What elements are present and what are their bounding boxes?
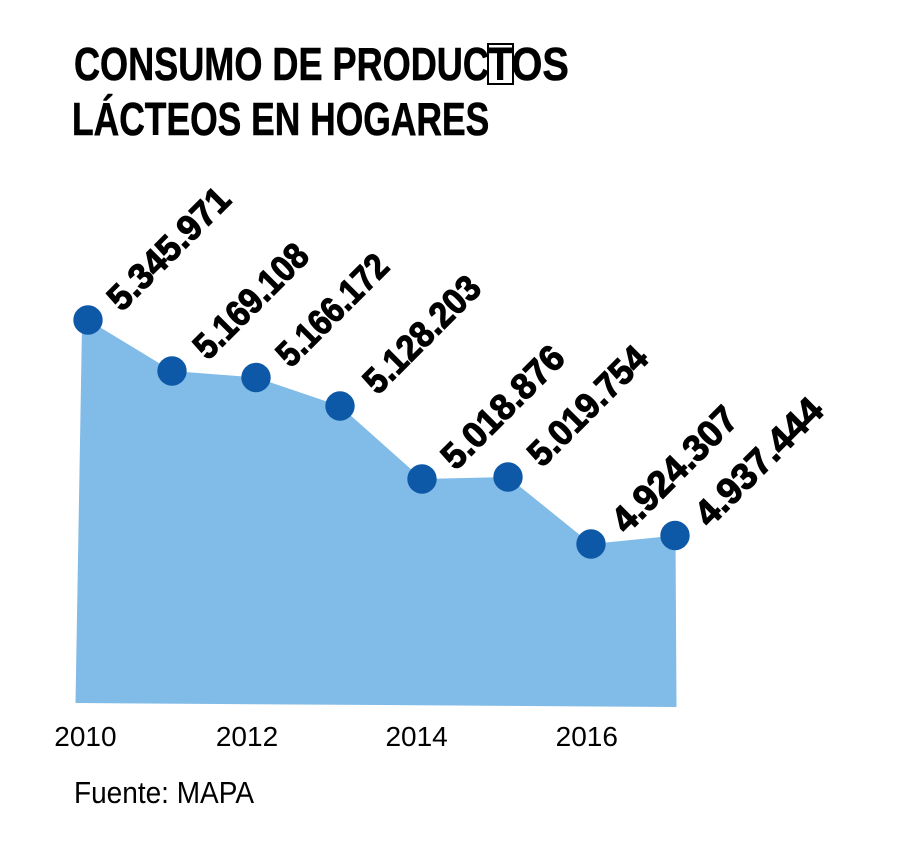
svg-text:5.345.971: 5.345.971 — [99, 179, 238, 318]
